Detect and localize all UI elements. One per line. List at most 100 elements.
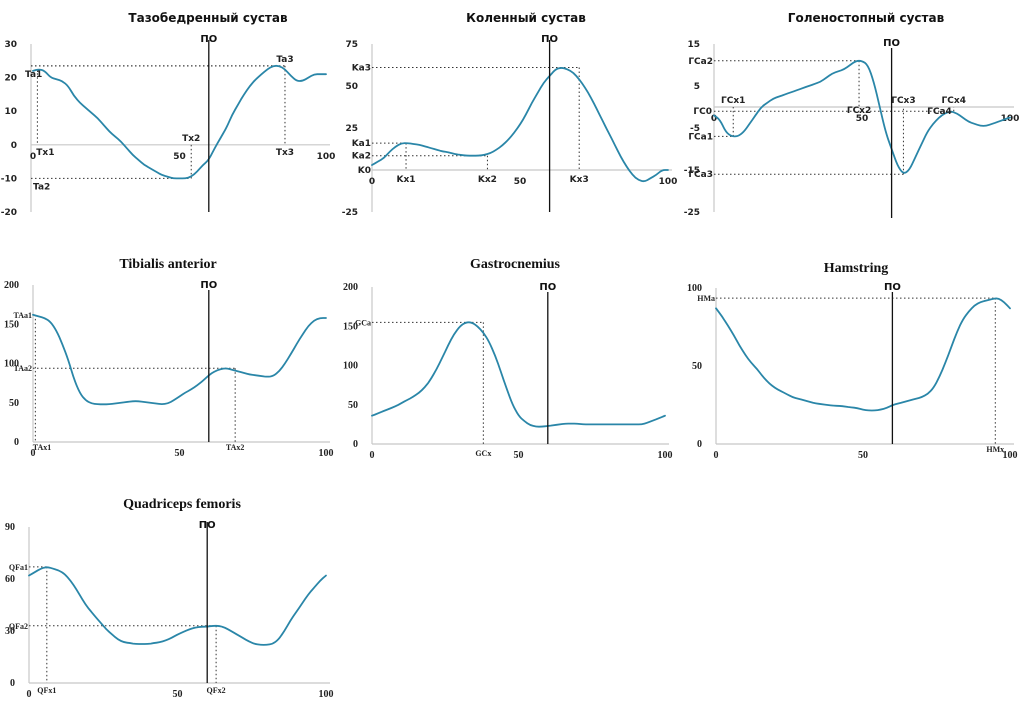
annotation-label: Ta3	[276, 55, 293, 65]
y-tick-label: 0	[697, 439, 702, 450]
annotation-label: ГСa1	[688, 132, 713, 142]
chart-quadriceps: Quadriceps femoris 90 60 30 0 0 50 100 ПО QFa1 QFa…	[5, 497, 334, 700]
annotation-label: ГСa3	[688, 170, 713, 180]
x-tick-label: 100	[1001, 114, 1020, 124]
annotation-label: Tx2	[182, 134, 200, 144]
y-tick-label: 0	[11, 141, 17, 151]
po-label: ПО	[884, 282, 901, 293]
y-tick-label: 50	[345, 82, 358, 92]
chart-title: Tibialis anterior	[119, 257, 216, 272]
annotation-label: Kx2	[478, 175, 497, 185]
annotation-label: Ka1	[352, 139, 371, 149]
x-tick-label: 0	[369, 177, 375, 187]
annotation-label: QFx1	[37, 686, 56, 695]
annotation-label: HMa	[697, 294, 715, 303]
x-tick-label: 100	[1003, 450, 1018, 461]
annotation-label: K0	[358, 166, 371, 176]
chart-title: Тазобедренный сустав	[128, 11, 288, 25]
chart-ankle: Голеностопный сустав 15 5 -5 -15 -25 0 50 100 ПО Г…	[684, 11, 1020, 218]
y-tick-label: 0	[10, 678, 15, 689]
annotation-label: Tx3	[276, 148, 294, 158]
annotation-label: QFx2	[207, 686, 226, 695]
annotation-label: TAa1	[13, 311, 32, 320]
x-tick-label: 50	[175, 448, 185, 459]
x-tick-label: 100	[319, 689, 334, 700]
annotation-label: Ka3	[352, 64, 371, 74]
y-tick-label: 0	[353, 439, 358, 450]
y-tick-label: 60	[5, 574, 15, 585]
y-tick-label: -25	[684, 208, 700, 218]
po-label: ПО	[883, 38, 900, 49]
annotation-label: Ta2	[33, 182, 50, 192]
po-label: ПО	[200, 34, 217, 45]
po-label: ПО	[199, 520, 216, 531]
x-tick-label: 100	[659, 177, 678, 187]
y-tick-label: -10	[1, 174, 17, 184]
y-tick-label: -25	[342, 208, 358, 218]
x-tick-label: 50	[173, 689, 183, 700]
x-tick-label: 50	[856, 114, 869, 124]
chart-knee: Коленный сустав 75 50 25 -25 0 50 100 ПО K0 Ka1 Ka2…	[342, 11, 678, 218]
series-line	[28, 566, 327, 646]
annotation-label: Ka2	[352, 152, 371, 162]
y-tick-label: 20	[4, 74, 17, 84]
chart-hamstring: Hamstring 100 50 0 0 50 100 ПО HMa HMx	[687, 261, 1018, 461]
series-line	[715, 297, 1011, 412]
x-tick-label: 0	[714, 450, 719, 461]
annotation-label: ГСx3	[891, 96, 915, 106]
y-tick-label: 150	[343, 321, 358, 332]
annotation-label: ГСx4	[942, 96, 966, 106]
y-tick-label: 50	[9, 398, 19, 409]
y-tick-label: -20	[1, 208, 17, 218]
annotation-label: QFa2	[9, 622, 28, 631]
chart-title: Коленный сустав	[466, 11, 586, 25]
x-tick-label: 50	[514, 177, 527, 187]
series-line	[713, 59, 1011, 174]
y-tick-label: 10	[4, 107, 17, 117]
annotation-label: ГСa4	[927, 107, 952, 117]
x-tick-label: 0	[711, 114, 717, 124]
y-tick-label: 50	[348, 400, 358, 411]
x-tick-label: 100	[317, 152, 336, 162]
annotation-label: QFa1	[9, 563, 28, 572]
y-tick-label: 25	[345, 124, 358, 134]
annotation-label: ГСx1	[721, 96, 745, 106]
y-tick-label: 90	[5, 522, 15, 533]
y-tick-label: -5	[690, 124, 700, 134]
x-tick-label: 0	[370, 450, 375, 461]
y-tick-label: 100	[343, 361, 358, 372]
series-line	[32, 313, 327, 406]
chart-gastrocnemius: Gastrocnemius 200 150 100 50 0 0 50 100 ПО GCa GCx	[343, 257, 673, 461]
annotation-label: Kx1	[397, 175, 416, 185]
po-label: ПО	[200, 280, 217, 291]
chart-tibialis: Tibialis anterior 200 150 100 50 0 0 50 100 ПО TAa…	[4, 257, 334, 459]
chart-title: Hamstring	[824, 261, 889, 276]
y-tick-label: 150	[4, 319, 19, 330]
annotation-label: GCa	[355, 318, 371, 327]
x-tick-label: 50	[514, 450, 524, 461]
po-label: ПО	[539, 282, 556, 293]
x-tick-label: 0	[27, 689, 32, 700]
annotation-label: HMx	[986, 445, 1004, 454]
chart-title: Голеностопный сустав	[788, 11, 945, 25]
series-line	[371, 67, 669, 183]
y-tick-label: 100	[4, 359, 19, 370]
y-tick-label: 5	[694, 82, 700, 92]
y-tick-label: 15	[687, 40, 700, 50]
y-tick-label: 50	[692, 361, 702, 372]
annotation-label: Kx3	[570, 175, 589, 185]
annotation-label: TAx1	[33, 443, 52, 452]
annotation-label: Tx1	[36, 148, 54, 158]
x-tick-label: 100	[658, 450, 673, 461]
y-tick-label: 200	[343, 282, 358, 293]
chart-title: Gastrocnemius	[470, 257, 561, 272]
y-tick-label: -15	[684, 166, 700, 176]
series-line	[32, 64, 327, 180]
y-tick-label: 30	[5, 626, 15, 637]
y-tick-label: 100	[687, 283, 702, 294]
x-tick-label: 100	[319, 448, 334, 459]
x-tick-label: 50	[858, 450, 868, 461]
annotation-label: ГС0	[693, 107, 712, 117]
